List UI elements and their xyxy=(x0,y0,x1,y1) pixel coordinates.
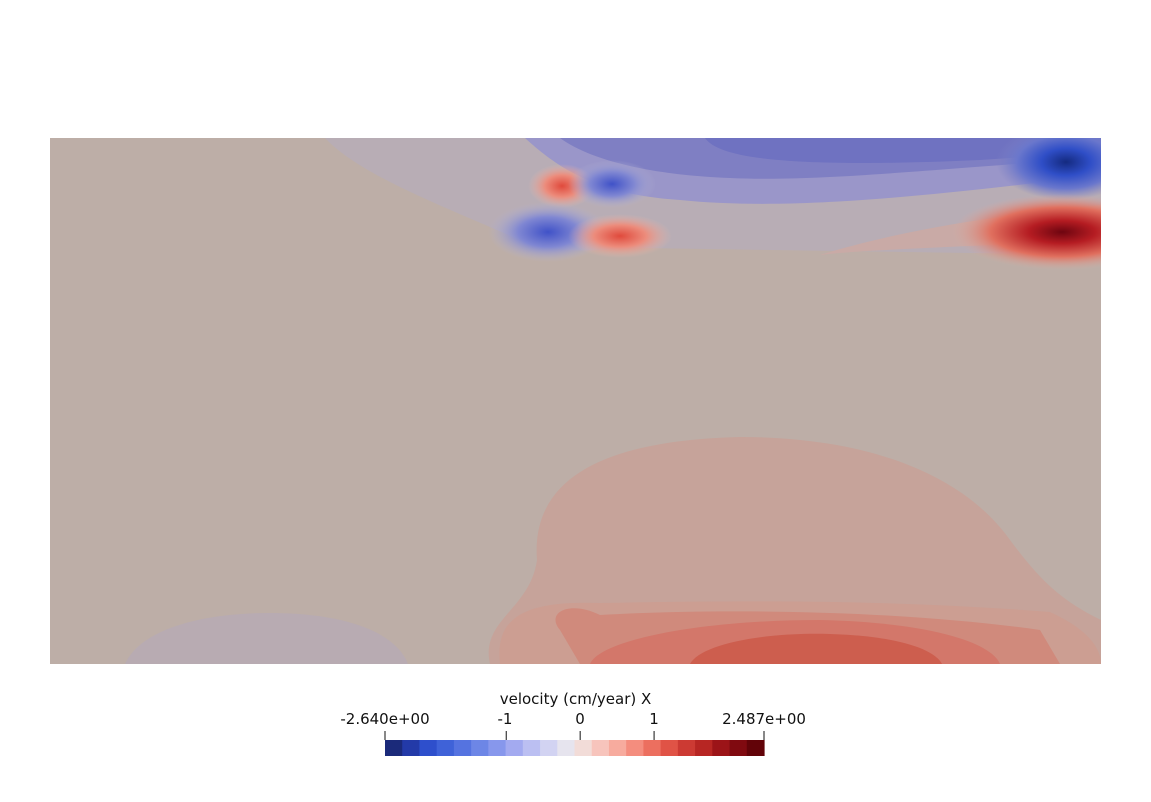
vortex-positive-top-right xyxy=(952,194,1101,270)
colorbar-swatch xyxy=(746,740,765,756)
colorbar-tick-marks xyxy=(384,731,765,740)
region-positive-plume-core xyxy=(690,633,942,664)
field-domain xyxy=(50,138,1101,664)
region-negative-bottom-left xyxy=(125,613,408,664)
colorbar-swatch xyxy=(522,740,541,756)
colorbar-swatch xyxy=(419,740,438,756)
colorbar-title: velocity (cm/year) X xyxy=(499,690,652,708)
colorbar-swatch xyxy=(729,740,748,756)
colorbar-swatch xyxy=(574,740,593,756)
colorbar-swatch xyxy=(677,740,696,756)
colorbar-swatch xyxy=(643,740,662,756)
colorbar-tick-label-zero: 0 xyxy=(575,710,585,728)
colorbar-swatches xyxy=(385,740,765,756)
vortex-negative-small-right xyxy=(568,160,656,208)
vortex-negative-top-right xyxy=(996,138,1101,200)
colorbar xyxy=(384,731,765,756)
colorbar-swatch xyxy=(402,740,421,756)
vortex-positive-small-lower xyxy=(568,214,672,258)
colorbar-swatch xyxy=(471,740,489,756)
colorbar-tick-label-neg1: -1 xyxy=(497,710,513,728)
colorbar-swatch xyxy=(626,740,645,756)
colorbar-swatch xyxy=(695,740,713,756)
colorbar-swatch xyxy=(385,740,403,756)
colorbar-swatch xyxy=(488,740,507,756)
colorbar-swatch xyxy=(712,740,731,756)
colorbar-swatch xyxy=(505,740,524,756)
colorbar-swatch xyxy=(591,740,610,756)
colorbar-tick-label-max: 2.487e+00 xyxy=(722,710,806,728)
colorbar-swatch xyxy=(608,740,627,756)
colorbar-tick-label-pos1: 1 xyxy=(649,710,659,728)
colorbar-swatch xyxy=(540,740,558,756)
colorbar-swatch xyxy=(660,740,679,756)
colorbar-swatch xyxy=(436,740,455,756)
colorbar-swatch xyxy=(557,740,576,756)
colorbar-swatch xyxy=(453,740,472,756)
colorbar-tick-label-min: -2.640e+00 xyxy=(340,710,430,728)
